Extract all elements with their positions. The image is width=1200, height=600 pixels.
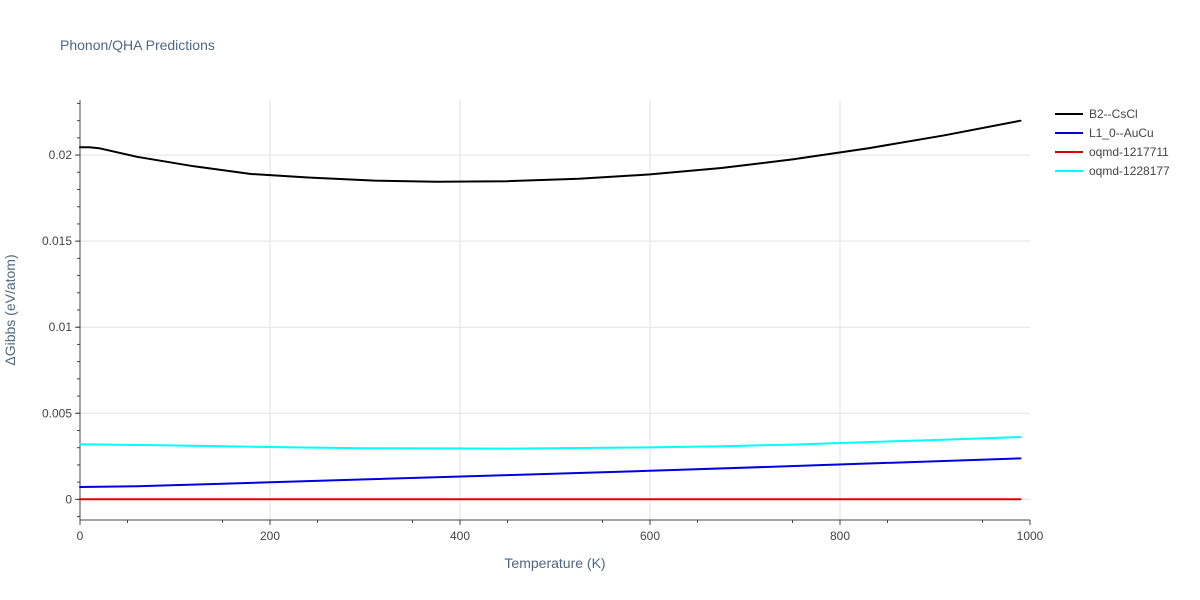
legend-item[interactable]: L1_0--AuCu	[1055, 126, 1154, 140]
legend-label: L1_0--AuCu	[1089, 126, 1154, 140]
y-axis-title: ΔGibbs (eV/atom)	[2, 254, 18, 365]
legend-label: oqmd-1217711	[1089, 145, 1169, 159]
chart-title: Phonon/QHA Predictions	[60, 37, 215, 53]
x-tick-label: 200	[260, 529, 280, 543]
legend-item[interactable]: oqmd-1217711	[1055, 145, 1169, 159]
y-tick-label: 0.005	[42, 406, 72, 420]
legend-label: B2--CsCl	[1089, 107, 1138, 121]
x-tick-label: 0	[77, 529, 84, 543]
grid	[80, 100, 1030, 520]
x-axis-title: Temperature (K)	[504, 555, 605, 571]
y-tick-label: 0	[65, 492, 72, 506]
tick-labels: 0 200 400 600 800 1000 0 0.005 0.01 0.015 0.02	[42, 148, 1044, 543]
series-line-1	[79, 119, 1022, 183]
x-tick-label: 1000	[1017, 529, 1044, 543]
legend-item[interactable]: B2--CsCl	[1055, 107, 1138, 121]
series-line-2	[79, 457, 1022, 488]
x-tick-label: 600	[640, 529, 660, 543]
x-tick-label: 400	[450, 529, 470, 543]
legend[interactable]: B2--CsCl L1_0--AuCu oqmd-1217711 oqmd-12281…	[1055, 107, 1170, 178]
y-tick-label: 0.015	[42, 234, 72, 248]
series-line-4	[79, 436, 1022, 450]
legend-label: oqmd-1228177	[1089, 164, 1170, 178]
y-tick-label: 0.02	[49, 148, 73, 162]
y-tick-label: 0.01	[49, 320, 73, 334]
axes	[75, 100, 1031, 525]
x-tick-label: 800	[830, 529, 850, 543]
legend-item[interactable]: oqmd-1228177	[1055, 164, 1170, 178]
series-lines	[79, 119, 1022, 501]
